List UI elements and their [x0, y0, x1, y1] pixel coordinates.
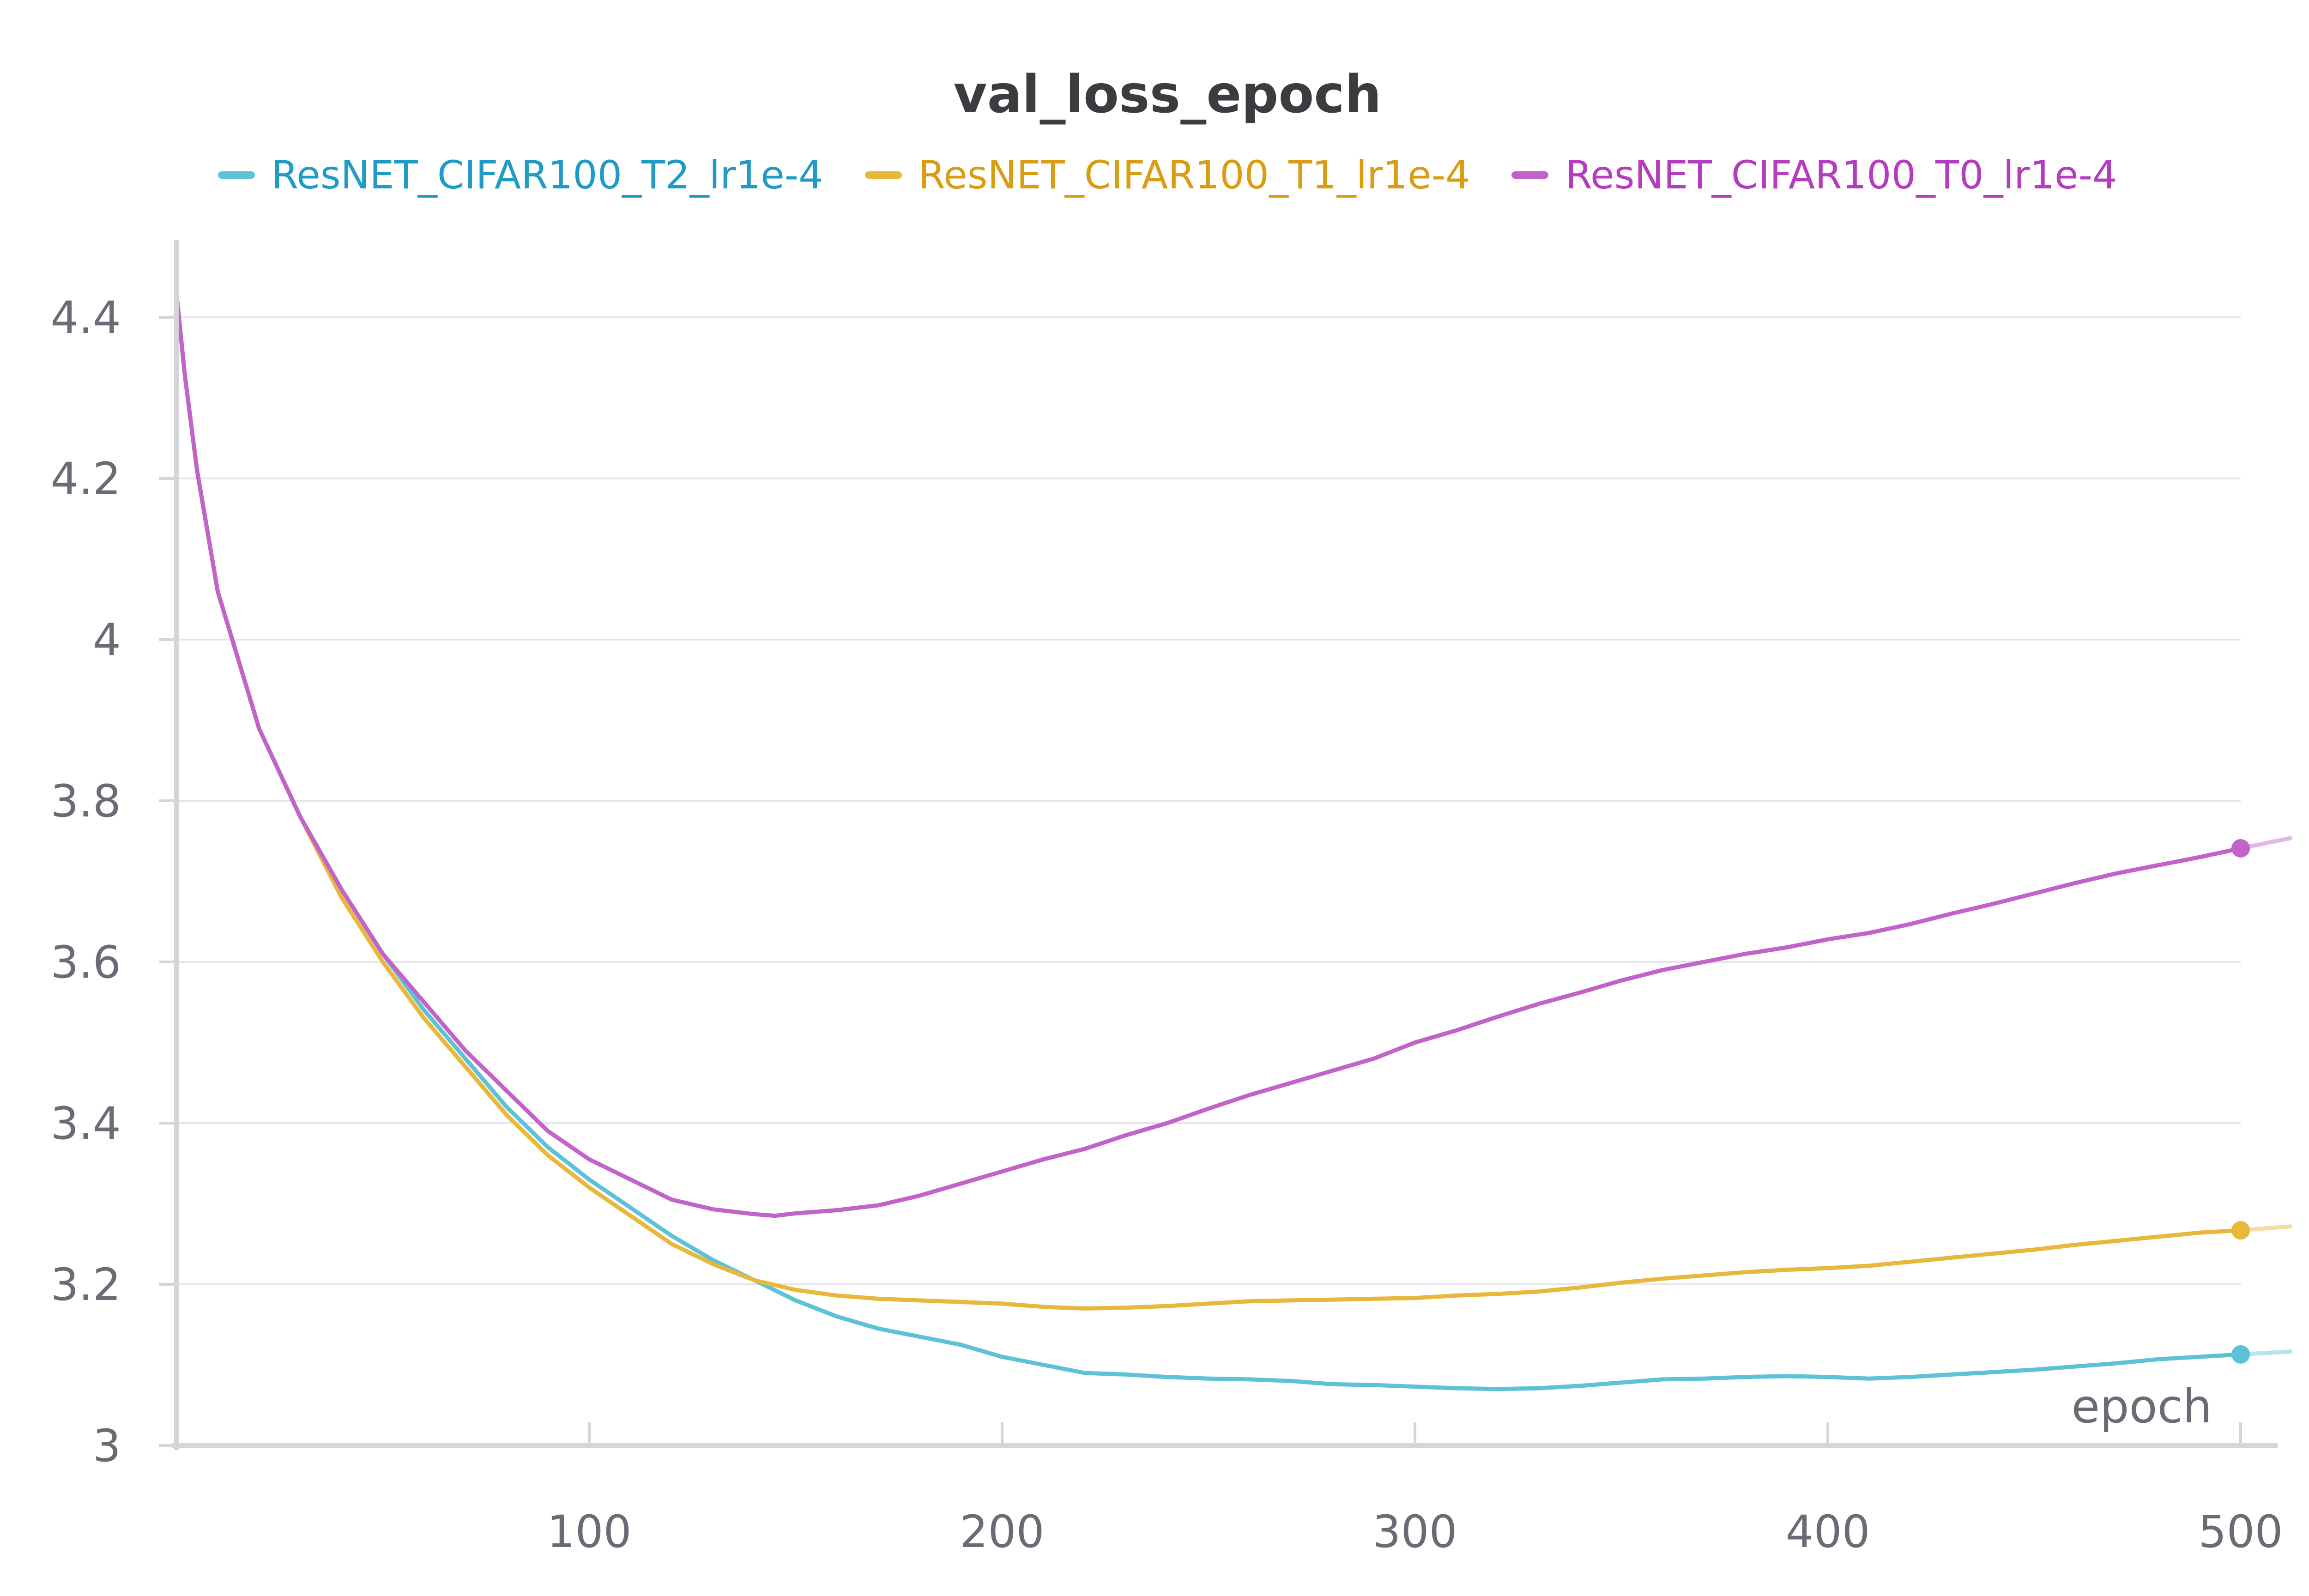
legend: ResNET_CIFAR100_T2_lr1e-4 ResNET_CIFAR10… — [0, 152, 2309, 198]
y-tick-label: 4 — [93, 614, 121, 666]
x-tick-label: 500 — [2198, 1506, 2283, 1558]
series-line-0[interactable] — [174, 291, 2243, 1391]
series-end-point-2[interactable] — [2231, 839, 2250, 858]
x-axis-label: epoch — [2071, 1379, 2212, 1433]
x-tick-label: 400 — [1785, 1506, 1870, 1558]
x-tick-label: 100 — [547, 1506, 631, 1558]
y-tick-label: 3 — [93, 1420, 121, 1472]
gridlines — [176, 316, 2241, 1285]
chart-title: val_loss_epoch — [953, 65, 1382, 125]
legend-item-t1[interactable]: ResNET_CIFAR100_T1_lr1e-4 — [864, 152, 1470, 198]
y-tick-label: 3.2 — [50, 1259, 121, 1311]
axes: 3 3.2 3.4 3.6 3.8 4 4.2 4.4 100 200 300 400 500 — [50, 240, 2283, 1558]
series-end-point-1[interactable] — [2231, 1221, 2250, 1240]
legend-label-t0: ResNET_CIFAR100_T0_lr1e-4 — [1565, 152, 2117, 198]
y-tick-label: 4.4 — [50, 292, 121, 344]
series-layer — [174, 291, 2292, 1391]
series-end-point-0[interactable] — [2231, 1345, 2250, 1364]
legend-swatch-t0 — [1511, 171, 1549, 179]
series-line-2[interactable] — [174, 291, 2243, 1218]
legend-label-t1: ResNET_CIFAR100_T1_lr1e-4 — [918, 152, 1470, 198]
y-tick-label: 3.6 — [50, 937, 121, 988]
y-tick-label: 3.8 — [50, 775, 121, 827]
legend-swatch-t1 — [864, 171, 902, 179]
legend-item-t2[interactable]: ResNET_CIFAR100_T2_lr1e-4 — [218, 152, 823, 198]
legend-item-t0[interactable]: ResNET_CIFAR100_T0_lr1e-4 — [1511, 152, 2117, 198]
legend-label-t2: ResNET_CIFAR100_T2_lr1e-4 — [271, 152, 823, 198]
x-tick-label: 200 — [960, 1506, 1044, 1558]
legend-swatch-t2 — [218, 171, 255, 179]
x-tick-label: 300 — [1372, 1506, 1457, 1558]
y-tick-label: 3.4 — [50, 1098, 121, 1149]
y-tick-label: 4.2 — [50, 453, 121, 505]
series-line-1[interactable] — [174, 291, 2243, 1311]
